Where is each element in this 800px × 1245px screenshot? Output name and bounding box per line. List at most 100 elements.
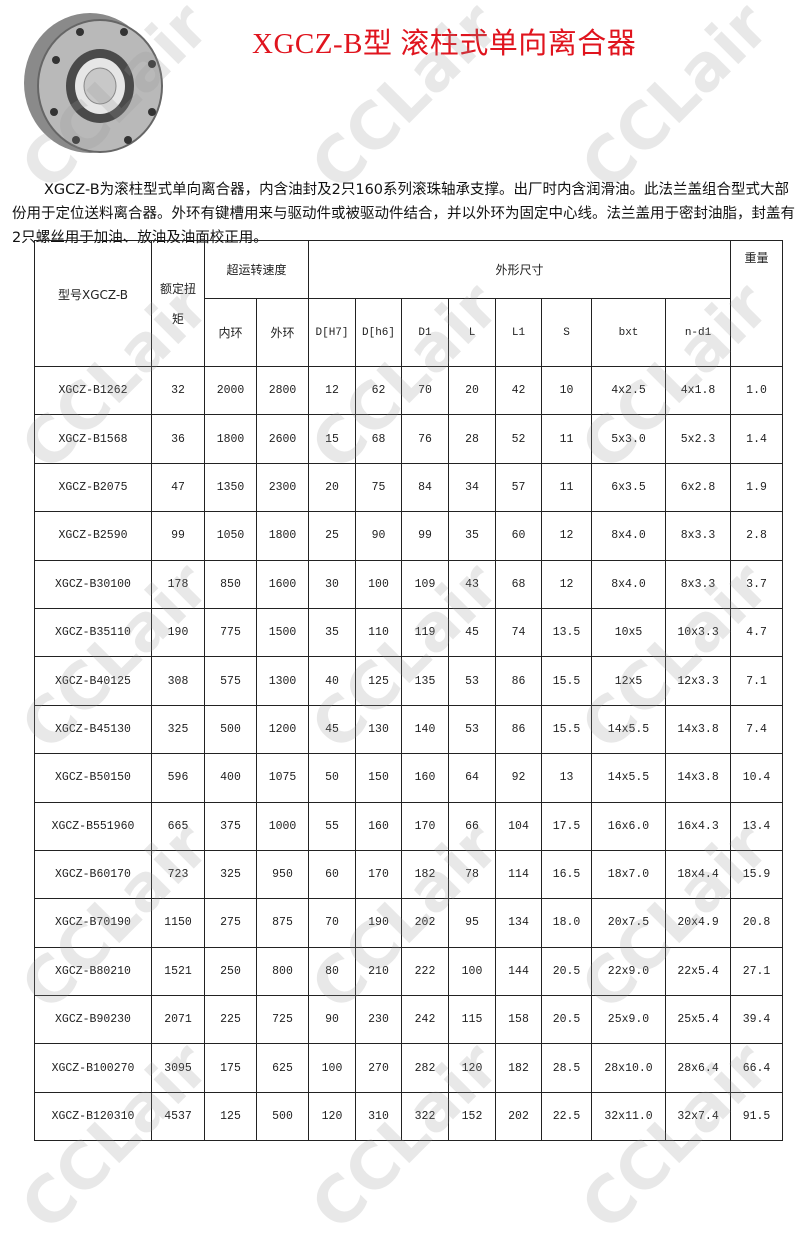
value-cell: 4.7 — [730, 607, 784, 658]
value-cell: 190 — [151, 607, 205, 658]
value-cell: 144 — [495, 946, 543, 997]
table-row: XGCZ-B30100 178 850 1600 30 100 109 43 68 12 8x4.0… — [34, 559, 784, 609]
value-cell: 45 — [448, 607, 497, 658]
value-cell: 18.0 — [541, 898, 593, 948]
value-cell: 95 — [448, 898, 497, 948]
value-cell: 12 — [541, 559, 593, 609]
value-cell: 175 — [204, 1043, 257, 1093]
value-cell: 4x1.8 — [665, 365, 732, 416]
value-cell: 119 — [401, 607, 450, 658]
value-cell: 5x3.0 — [591, 414, 667, 464]
value-cell: 25x5.4 — [665, 995, 732, 1045]
clutch-product-image — [24, 13, 163, 153]
header-dim: D1 — [401, 298, 450, 367]
value-cell: 222 — [401, 946, 450, 997]
value-cell: 99 — [401, 511, 450, 561]
value-cell: 11 — [541, 414, 593, 464]
header-dim: D[H7] — [308, 298, 357, 367]
table-row: XGCZ-B1568 36 1800 2600 15 68 76 28 52 11 5x3.0 5x2… — [34, 414, 784, 464]
value-cell: 13.5 — [541, 607, 593, 658]
value-cell: 12 — [541, 511, 593, 561]
value-cell: 66.4 — [730, 1043, 784, 1093]
value-cell: 120 — [448, 1043, 497, 1093]
value-cell: 10x3.3 — [665, 607, 732, 658]
model-cell: XGCZ-B80210 — [34, 946, 152, 997]
value-cell: 1600 — [255, 559, 310, 609]
value-cell: 70 — [401, 365, 450, 416]
model-cell: XGCZ-B2075 — [34, 462, 152, 513]
value-cell: 134 — [495, 898, 543, 948]
value-cell: 10x5 — [591, 607, 667, 658]
value-cell: 8x3.3 — [665, 559, 732, 609]
table-row: XGCZ-B70190 1150 275 875 70 190 202 95 134 18.0 20… — [34, 898, 784, 948]
value-cell: 78 — [448, 849, 497, 900]
value-cell: 8x4.0 — [591, 559, 667, 609]
value-cell: 1500 — [255, 607, 310, 658]
value-cell: 3.7 — [730, 559, 784, 609]
value-cell: 11 — [541, 462, 593, 513]
value-cell: 66 — [448, 801, 497, 851]
value-cell: 14x3.8 — [665, 753, 732, 803]
model-cell: XGCZ-B1262 — [34, 365, 152, 416]
value-cell: 60 — [495, 511, 543, 561]
value-cell: 250 — [204, 946, 257, 997]
model-cell: XGCZ-B90230 — [34, 995, 152, 1045]
table-row: XGCZ-B2075 47 1350 2300 20 75 84 34 57 11 6x3.5 6x2… — [34, 462, 784, 513]
value-cell: 10 — [541, 365, 593, 416]
model-cell: XGCZ-B2590 — [34, 511, 152, 561]
value-cell: 160 — [401, 753, 450, 803]
value-cell: 15.9 — [730, 849, 784, 900]
value-cell: 30 — [308, 559, 357, 609]
value-cell: 800 — [255, 946, 310, 997]
value-cell: 1350 — [204, 462, 257, 513]
value-cell: 210 — [355, 946, 403, 997]
value-cell: 160 — [355, 801, 403, 851]
value-cell: 62 — [355, 365, 403, 416]
value-cell: 125 — [355, 656, 403, 706]
value-cell: 8x3.3 — [665, 511, 732, 561]
value-cell: 28 — [448, 414, 497, 464]
value-cell: 20.8 — [730, 898, 784, 948]
value-cell: 1000 — [255, 801, 310, 851]
value-cell: 39.4 — [730, 995, 784, 1045]
value-cell: 18x4.4 — [665, 849, 732, 900]
value-cell: 17.5 — [541, 801, 593, 851]
value-cell: 182 — [495, 1043, 543, 1093]
value-cell: 2000 — [204, 365, 257, 416]
value-cell: 47 — [151, 462, 205, 513]
value-cell: 92 — [495, 753, 543, 803]
value-cell: 25 — [308, 511, 357, 561]
value-cell: 130 — [355, 704, 403, 755]
header-dim: S — [541, 298, 593, 367]
value-cell: 10.4 — [730, 753, 784, 803]
value-cell: 12x5 — [591, 656, 667, 706]
table-row: XGCZ-B1262 32 2000 2800 12 62 70 20 42 10 4x2.5 4x1… — [34, 365, 784, 416]
header-overrun-speed: 超运转速度 — [203, 240, 310, 299]
value-cell: 52 — [495, 414, 543, 464]
value-cell: 28.5 — [541, 1043, 593, 1093]
value-cell: 125 — [204, 1091, 257, 1142]
value-cell: 2071 — [151, 995, 205, 1045]
value-cell: 70 — [308, 898, 357, 948]
value-cell: 28x10.0 — [591, 1043, 667, 1093]
value-cell: 16x4.3 — [665, 801, 732, 851]
value-cell: 28x6.4 — [665, 1043, 732, 1093]
value-cell: 202 — [401, 898, 450, 948]
value-cell: 53 — [448, 704, 497, 755]
header-inner-ring: 内环 — [204, 298, 257, 367]
value-cell: 625 — [255, 1043, 310, 1093]
value-cell: 178 — [151, 559, 205, 609]
value-cell: 35 — [448, 511, 497, 561]
table-row: XGCZ-B2590 99 1050 1800 25 90 99 35 60 12 8x4.0 8x3… — [34, 511, 784, 561]
value-cell: 86 — [495, 656, 543, 706]
header-weight: 重量 — [730, 240, 784, 367]
value-cell: 152 — [448, 1091, 497, 1142]
value-cell: 20 — [448, 365, 497, 416]
value-cell: 725 — [255, 995, 310, 1045]
value-cell: 68 — [495, 559, 543, 609]
value-cell: 723 — [151, 849, 205, 900]
value-cell: 1300 — [255, 656, 310, 706]
value-cell: 5x2.3 — [665, 414, 732, 464]
value-cell: 110 — [355, 607, 403, 658]
table-row: XGCZ-B551960 665 375 1000 55 160 170 66 104 17.5 1… — [34, 801, 784, 851]
